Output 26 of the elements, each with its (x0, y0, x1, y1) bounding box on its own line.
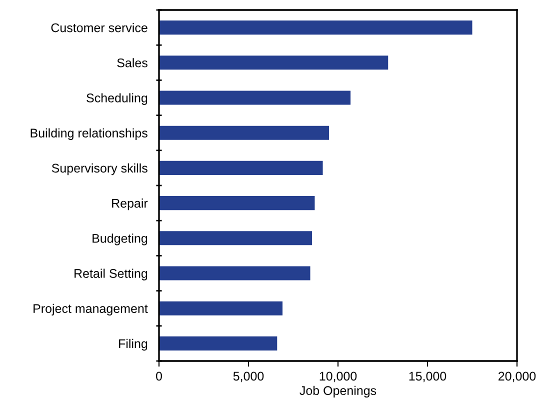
y-tick-label: Budgeting (92, 234, 148, 246)
bar (159, 20, 472, 35)
x-tick-label: 5,000 (233, 372, 264, 382)
y-tick-label: Sales (117, 58, 148, 68)
x-tick-label: 15,000 (409, 372, 446, 382)
y-tick-label: Retail Setting (74, 268, 148, 280)
y-tick-label: Customer service (51, 23, 148, 32)
bar (159, 126, 330, 140)
bar (159, 266, 310, 280)
x-tick-label: 0 (156, 372, 162, 381)
y-tick-label: Filing (119, 338, 148, 351)
bar (159, 90, 351, 105)
y-tick-label: Repair (112, 198, 148, 210)
bar (159, 196, 315, 210)
bar (159, 56, 388, 70)
y-tick-label: Project management (34, 304, 148, 316)
bar (159, 160, 323, 175)
x-tick-label: 10,000 (320, 372, 357, 382)
bar (159, 301, 283, 316)
bar (159, 336, 278, 350)
y-tick-label: Scheduling (86, 93, 148, 105)
y-tick-label: Supervisory skills (52, 163, 148, 176)
x-axis-title: Job Openings (300, 386, 376, 398)
bar (159, 231, 312, 246)
x-tick-label: 20,000 (498, 372, 536, 382)
y-tick-label: Building relationships (30, 128, 148, 140)
